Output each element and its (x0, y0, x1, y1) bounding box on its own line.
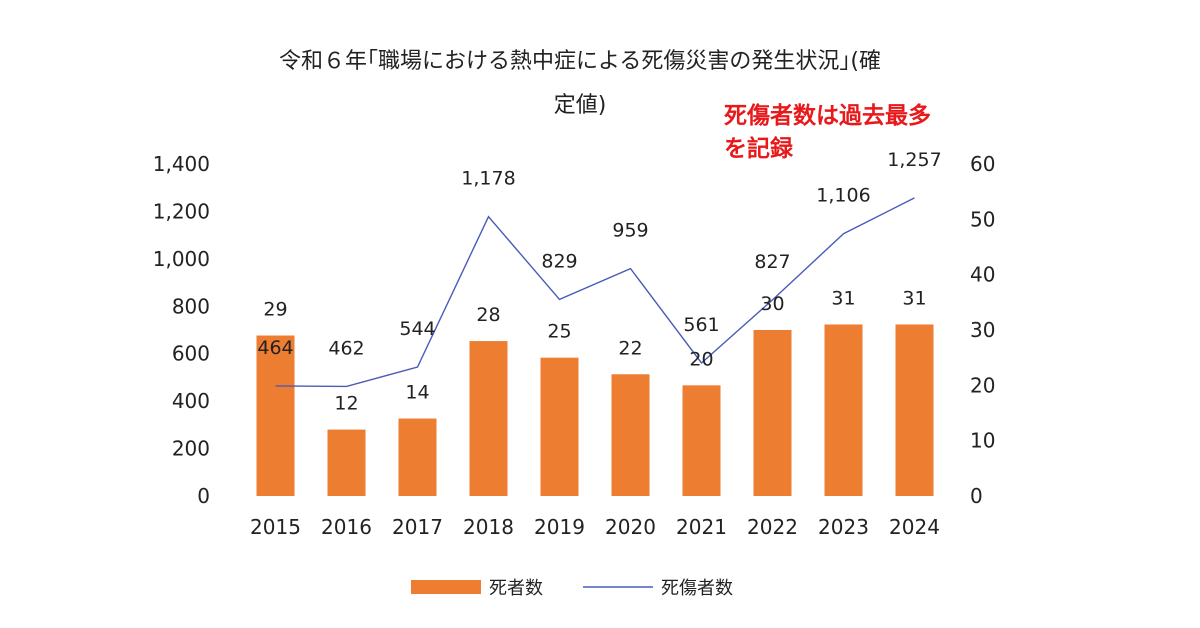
chart-title: 令和６年｢職場における熱中症による死傷災害の発生状況｣(確 定値) (220, 40, 940, 128)
deaths-data-label: 25 (547, 321, 571, 343)
deaths-data-label: 12 (334, 393, 358, 415)
legend-label-deaths: 死者数 (489, 578, 543, 599)
deaths-data-label: 30 (760, 293, 784, 315)
casualties-data-label: 1,106 (816, 185, 870, 207)
casualties-data-label: 1,257 (887, 149, 941, 171)
left-tick-label: 1,000 (153, 247, 210, 271)
left-tick-label: 200 (172, 437, 210, 461)
casualties-data-label: 959 (612, 220, 648, 242)
x-tick-label: 2017 (392, 515, 443, 539)
left-tick-label: 800 (172, 294, 210, 318)
legend-swatch-deaths (411, 580, 481, 594)
deaths-bar (540, 357, 579, 496)
deaths-bar (256, 335, 295, 496)
x-tick-label: 2022 (747, 515, 798, 539)
x-axis: 2015 2016 2017 2018 2019 2020 2021 2022 2023 2024 (250, 515, 940, 539)
record-annotation-line2: を記録 (724, 136, 793, 162)
x-tick-label: 2021 (676, 515, 727, 539)
deaths-data-label: 22 (618, 337, 642, 359)
left-tick-label: 0 (197, 484, 210, 508)
deaths-data-label: 31 (902, 287, 926, 309)
casualties-data-label: 827 (754, 251, 790, 273)
deaths-bar (895, 324, 934, 496)
x-tick-label: 2018 (463, 515, 514, 539)
left-tick-label: 400 (172, 389, 210, 413)
casualties-data-label: 829 (541, 250, 577, 272)
chart-title-line2: 定値) (553, 93, 607, 118)
deaths-bar (469, 341, 508, 496)
deaths-bars (256, 324, 934, 496)
casualties-data-label: 462 (328, 337, 364, 359)
deaths-bar (327, 429, 366, 496)
casualties-line-path (275, 197, 915, 388)
deaths-bar (611, 374, 650, 496)
deaths-data-label: 14 (405, 382, 429, 404)
right-tick-label: 50 (970, 207, 995, 231)
x-tick-label: 2015 (250, 515, 301, 539)
x-tick-label: 2024 (889, 515, 940, 539)
right-tick-label: 40 (970, 263, 995, 287)
right-axis: 0 10 20 30 40 50 60 (970, 152, 995, 508)
casualties-data-label: 1,178 (461, 168, 515, 190)
deaths-data-label: 20 (689, 348, 713, 370)
casualties-data-labels: 464 462 544 1,178 829 959 561 827 1,106 1,257 (257, 149, 941, 360)
deaths-bar (753, 330, 792, 496)
x-tick-label: 2020 (605, 515, 656, 539)
deaths-bar (682, 385, 721, 496)
right-tick-label: 20 (970, 373, 995, 397)
left-tick-label: 1,400 (153, 152, 210, 176)
x-tick-label: 2023 (818, 515, 869, 539)
deaths-bar (824, 324, 863, 496)
record-annotation: 死傷者数は過去最多 を記録 (724, 100, 931, 166)
casualties-data-label: 561 (683, 314, 719, 336)
legend-label-casualties: 死傷者数 (661, 578, 733, 599)
right-tick-label: 60 (970, 152, 995, 176)
right-tick-label: 10 (970, 429, 995, 453)
right-tick-label: 30 (970, 318, 995, 342)
casualties-data-label: 544 (399, 318, 435, 340)
legend: 死者数 死傷者数 (411, 578, 733, 599)
x-tick-label: 2016 (321, 515, 372, 539)
deaths-data-label: 28 (476, 304, 500, 326)
deaths-data-label: 31 (831, 287, 855, 309)
left-tick-label: 1,200 (153, 199, 210, 223)
right-tick-label: 0 (970, 484, 983, 508)
casualties-data-label: 464 (257, 337, 293, 359)
left-tick-label: 600 (172, 342, 210, 366)
deaths-data-labels: 29 12 14 28 25 22 20 30 31 31 (263, 287, 926, 414)
record-annotation-line1: 死傷者数は過去最多 (724, 103, 931, 129)
chart-title-line1: 令和６年｢職場における熱中症による死傷災害の発生状況｣(確 (279, 49, 881, 74)
casualties-line (275, 197, 915, 388)
deaths-bar (398, 418, 437, 496)
x-tick-label: 2019 (534, 515, 585, 539)
left-axis: 0 200 400 600 800 1,000 1,200 1,400 (153, 152, 210, 508)
deaths-data-label: 29 (263, 299, 287, 321)
